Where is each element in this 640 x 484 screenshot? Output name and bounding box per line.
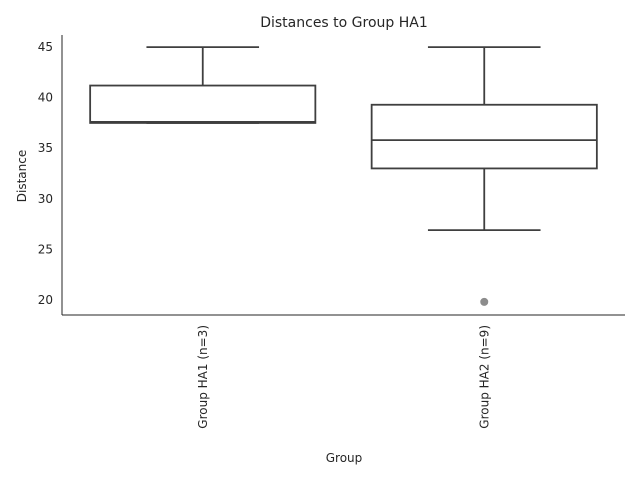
y-tick-label: 45 bbox=[38, 40, 53, 54]
outlier-point bbox=[480, 297, 489, 306]
y-tick-label: 20 bbox=[38, 293, 53, 307]
box-group bbox=[89, 46, 317, 124]
x-tick-label: Group HA1 (n=3) bbox=[196, 325, 210, 429]
chart-title: Distances to Group HA1 bbox=[260, 15, 428, 31]
box-body bbox=[370, 103, 598, 170]
y-tick-label: 30 bbox=[38, 192, 53, 206]
x-axis-label: Group bbox=[326, 451, 363, 465]
y-tick-label: 35 bbox=[38, 141, 53, 155]
y-tick-label: 25 bbox=[38, 242, 53, 256]
axes bbox=[61, 35, 625, 316]
box-body bbox=[89, 84, 317, 124]
y-axis-label: Distance bbox=[15, 150, 29, 202]
x-ticks: Group HA1 (n=3) Group HA2 (n=9) bbox=[196, 325, 492, 429]
y-ticks: 20 25 30 35 40 45 bbox=[38, 40, 53, 307]
box-group bbox=[370, 46, 598, 306]
y-tick-label: 40 bbox=[38, 91, 53, 105]
boxes bbox=[89, 46, 598, 306]
x-tick-label: Group HA2 (n=9) bbox=[477, 325, 491, 429]
